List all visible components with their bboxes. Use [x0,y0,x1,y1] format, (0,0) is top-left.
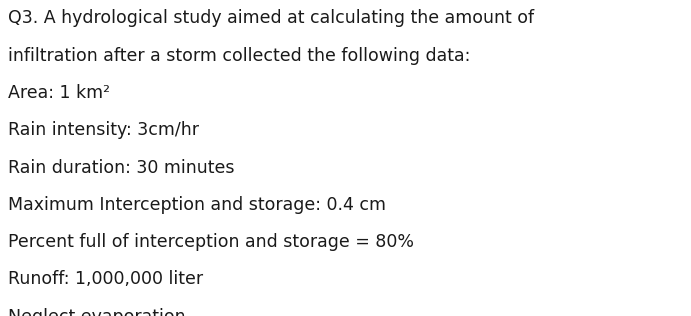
Text: Rain duration: 30 minutes: Rain duration: 30 minutes [8,159,235,177]
Text: Neglect evaporation: Neglect evaporation [8,308,186,316]
Text: Runoff: 1,000,000 liter: Runoff: 1,000,000 liter [8,270,203,289]
Text: Percent full of interception and storage = 80%: Percent full of interception and storage… [8,233,415,251]
Text: infiltration after a storm collected the following data:: infiltration after a storm collected the… [8,47,471,65]
Text: Q3. A hydrological study aimed at calculating the amount of: Q3. A hydrological study aimed at calcul… [8,9,534,27]
Text: Maximum Interception and storage: 0.4 cm: Maximum Interception and storage: 0.4 cm [8,196,386,214]
Text: Area: 1 km²: Area: 1 km² [8,84,111,102]
Text: Rain intensity: 3cm/hr: Rain intensity: 3cm/hr [8,121,199,139]
